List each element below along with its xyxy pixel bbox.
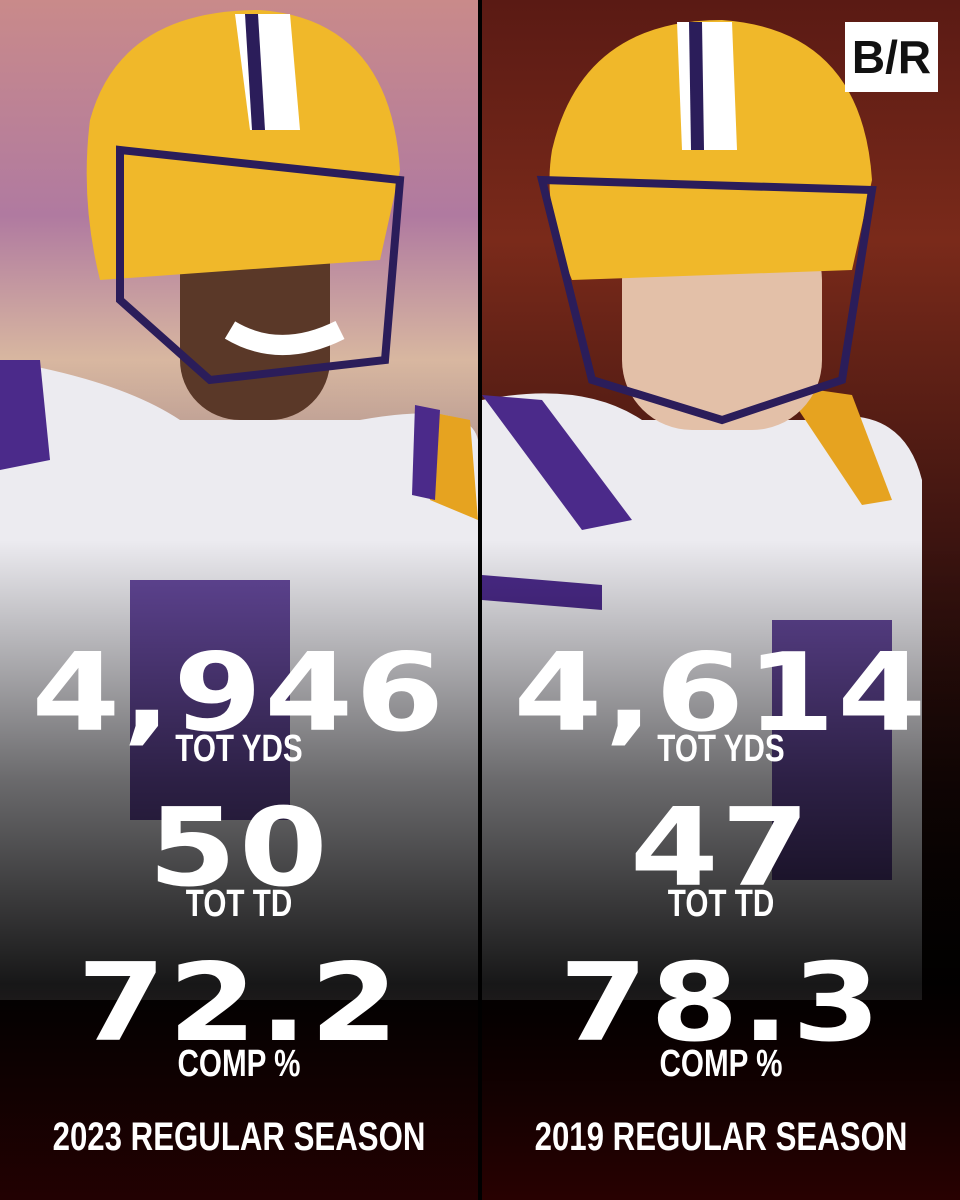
stat-label: TOT TD xyxy=(667,883,775,925)
stat-value: 72.2 xyxy=(77,941,401,1066)
stat-value: 4,946 xyxy=(31,631,447,756)
player-panel-right: 4,614 TOT YDS 47 TOT TD 78.3 COMP % 2019 REGUL… xyxy=(482,0,960,1200)
stat-label: TOT TD xyxy=(185,883,293,925)
stat-value: 4,614 xyxy=(513,631,929,756)
stat-label: COMP % xyxy=(177,1043,301,1085)
shade xyxy=(482,0,960,1200)
stat-label: TOT YDS xyxy=(657,728,785,770)
stat-label: TOT YDS xyxy=(175,728,303,770)
stat-value: 47 xyxy=(629,786,813,911)
brand-logo: B/R xyxy=(845,22,938,92)
stat-value: 78.3 xyxy=(559,941,883,1066)
shade xyxy=(0,0,478,1200)
season-label: 2023 REGULAR SEASON xyxy=(52,1115,426,1159)
stat-value: 50 xyxy=(147,786,331,911)
season-label: 2019 REGULAR SEASON xyxy=(534,1115,908,1159)
player-panel-left: 4,946 TOT YDS 50 TOT TD 72.2 COMP % 2023 REGUL… xyxy=(0,0,478,1200)
stat-label: COMP % xyxy=(659,1043,783,1085)
